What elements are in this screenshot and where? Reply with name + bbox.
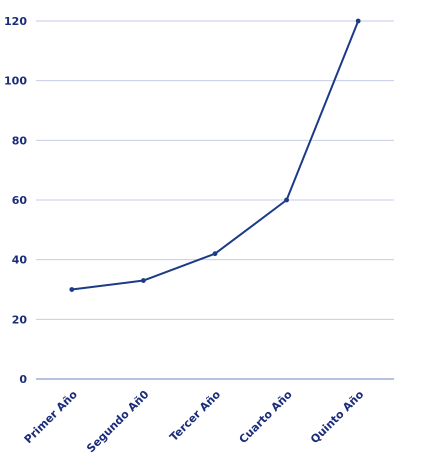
y-tick-label: 100 xyxy=(4,75,27,88)
y-axis-tick-labels: 0 20 40 60 80 100 120 xyxy=(4,15,27,386)
data-point xyxy=(284,197,289,203)
x-axis-tick-labels: Primer Año Segundo Añ0 Tercer Año Cuarto Añ… xyxy=(22,388,367,456)
y-tick-label: 0 xyxy=(19,373,27,386)
gridlines xyxy=(36,20,394,380)
y-tick-label: 80 xyxy=(12,134,28,147)
data-point xyxy=(355,18,361,24)
data-point xyxy=(69,287,75,292)
data-point xyxy=(212,251,218,257)
x-tick-label: Cuarto Año xyxy=(237,388,296,447)
y-tick-label: 40 xyxy=(12,254,28,267)
x-tick-label: Primer Año xyxy=(22,388,81,447)
x-tick-label: Quinto Año xyxy=(308,388,367,447)
x-tick-label: Segundo Añ0 xyxy=(84,388,152,456)
series-line xyxy=(70,20,360,291)
y-tick-label: 20 xyxy=(12,313,28,326)
y-tick-label: 120 xyxy=(4,15,27,28)
series xyxy=(69,18,361,292)
x-tick-label: Tercer Año xyxy=(167,388,223,444)
data-point xyxy=(141,278,146,283)
y-tick-label: 60 xyxy=(12,194,28,207)
